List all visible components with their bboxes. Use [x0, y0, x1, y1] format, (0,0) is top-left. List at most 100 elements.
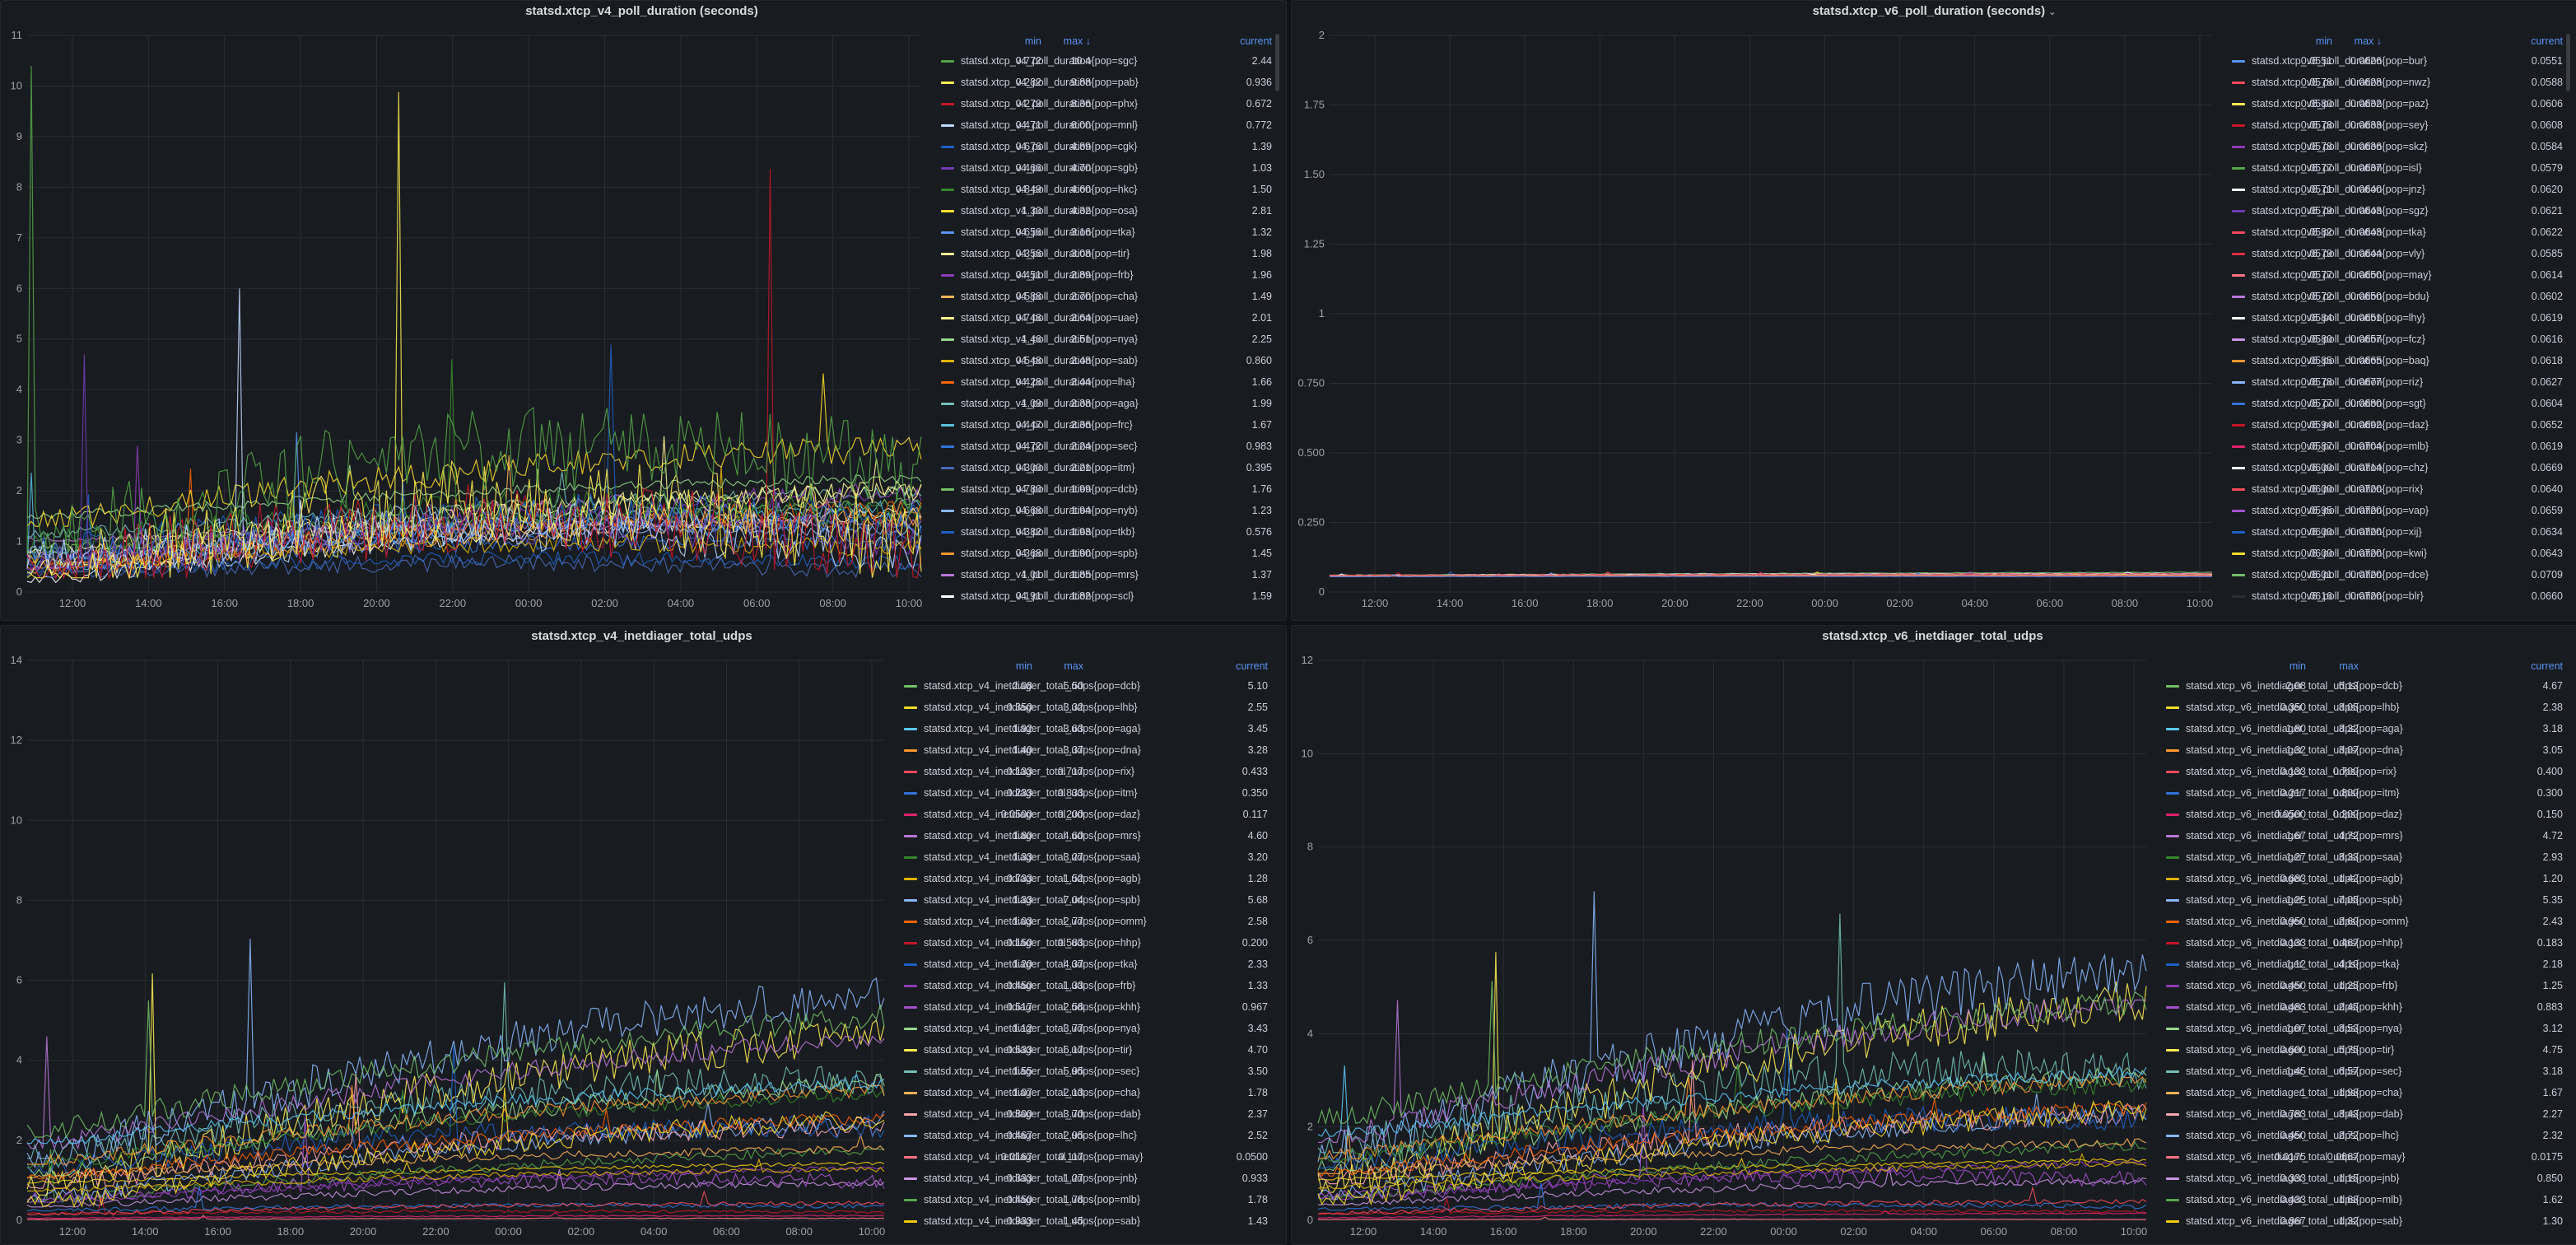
- series-line[interactable]: [26, 464, 922, 520]
- legend-item[interactable]: statsd.xtcp_v4_inetdiager_total_udps{pop…: [894, 1018, 1273, 1039]
- legend-item[interactable]: statsd.xtcp_v6_inetdiager_total_udps{pop…: [2156, 1082, 2568, 1103]
- series-line[interactable]: [26, 1190, 885, 1216]
- legend-item[interactable]: statsd.xtcp_v6_poll_duration{pop=nwz} 0.0…: [2222, 72, 2568, 93]
- legend-item[interactable]: statsd.xtcp_v6_poll_duration{pop=vap} 0.0…: [2222, 500, 2568, 521]
- legend-item[interactable]: statsd.xtcp_v6_inetdiager_total_udps{pop…: [2156, 825, 2568, 846]
- legend-item[interactable]: statsd.xtcp_v6_inetdiager_total_udps{pop…: [2156, 889, 2568, 911]
- series-line[interactable]: [26, 1187, 885, 1212]
- series-line[interactable]: [1317, 1098, 2147, 1177]
- legend-item[interactable]: statsd.xtcp_v6_poll_duration{pop=fcz} 0.0…: [2222, 329, 2568, 350]
- legend-item[interactable]: statsd.xtcp_v4_poll_duration{pop=sab} 0.5…: [931, 350, 1277, 371]
- legend-item[interactable]: statsd.xtcp_v4_inetdiager_total_udps{pop…: [894, 761, 1273, 782]
- legend-item[interactable]: statsd.xtcp_v6_poll_duration{pop=may} 0.0…: [2222, 264, 2568, 286]
- legend-item[interactable]: statsd.xtcp_v6_poll_duration{pop=riz} 0.0…: [2222, 371, 2568, 393]
- legend-item[interactable]: statsd.xtcp_v4_inetdiager_total_udps{pop…: [894, 889, 1273, 911]
- legend-item[interactable]: statsd.xtcp_v6_poll_duration{pop=daz} 0.0…: [2222, 414, 2568, 436]
- series-line[interactable]: [26, 1035, 885, 1150]
- legend-item[interactable]: statsd.xtcp_v6_poll_duration{pop=blr} 0.0…: [2222, 585, 2568, 607]
- panel-title[interactable]: statsd.xtcp_v6_poll_duration (seconds) ⌄: [1292, 4, 2576, 19]
- legend-item[interactable]: statsd.xtcp_v4_poll_duration{pop=dcb} 0.7…: [931, 478, 1277, 500]
- legend-item[interactable]: statsd.xtcp_v4_poll_duration{pop=frb} 0.4…: [931, 264, 1277, 286]
- legend-item[interactable]: statsd.xtcp_v6_inetdiager_total_udps{pop…: [2156, 1061, 2568, 1082]
- legend-item[interactable]: statsd.xtcp_v6_inetdiager_total_udps{pop…: [2156, 911, 2568, 932]
- series-line[interactable]: [26, 1215, 885, 1220]
- legend-item[interactable]: statsd.xtcp_v4_inetdiager_total_udps{pop…: [894, 996, 1273, 1018]
- series-line[interactable]: [27, 1133, 885, 1178]
- series-line[interactable]: [1317, 952, 2147, 1195]
- legend-item[interactable]: statsd.xtcp_v6_inetdiager_total_udps{pop…: [2156, 1210, 2568, 1232]
- series-line[interactable]: [1317, 1140, 2147, 1201]
- legend-item[interactable]: statsd.xtcp_v6_poll_duration{pop=sey} 0.0…: [2222, 114, 2568, 136]
- legend-item[interactable]: statsd.xtcp_v4_poll_duration{pop=tir} 0.3…: [931, 243, 1277, 264]
- legend-item[interactable]: statsd.xtcp_v4_inetdiager_total_udps{pop…: [894, 739, 1273, 761]
- series-line[interactable]: [26, 1117, 885, 1201]
- legend-item[interactable]: statsd.xtcp_v6_inetdiager_total_udps{pop…: [2156, 1018, 2568, 1039]
- series-line[interactable]: [1318, 1210, 2147, 1219]
- series-line[interactable]: [27, 1158, 885, 1192]
- series-line[interactable]: [1317, 1078, 2147, 1206]
- series-line[interactable]: [1318, 1196, 2147, 1215]
- legend-item[interactable]: statsd.xtcp_v6_poll_duration{pop=sgt} 0.0…: [2222, 393, 2568, 414]
- legend-header-min[interactable]: min: [1015, 660, 1032, 672]
- panel-title[interactable]: statsd.xtcp_v4_poll_duration (seconds): [1, 4, 1286, 19]
- series-line[interactable]: [1318, 1028, 2147, 1169]
- legend-item[interactable]: statsd.xtcp_v6_inetdiager_total_udps{pop…: [2156, 932, 2568, 954]
- legend-item[interactable]: statsd.xtcp_v6_inetdiager_total_udps{pop…: [2156, 1039, 2568, 1061]
- series-line[interactable]: [1317, 1127, 2147, 1175]
- legend-item[interactable]: statsd.xtcp_v4_inetdiager_total_udps{pop…: [894, 1103, 1273, 1125]
- legend-item[interactable]: statsd.xtcp_v4_inetdiager_total_udps{pop…: [894, 1210, 1273, 1232]
- legend-item[interactable]: statsd.xtcp_v6_inetdiager_total_udps{pop…: [2156, 975, 2568, 996]
- series-line[interactable]: [1317, 1075, 2147, 1160]
- legend-item[interactable]: statsd.xtcp_v6_inetdiager_total_udps{pop…: [2156, 782, 2568, 804]
- legend-item[interactable]: statsd.xtcp_v4_inetdiager_total_udps{pop…: [894, 804, 1273, 825]
- legend-item[interactable]: statsd.xtcp_v6_inetdiager_total_udps{pop…: [2156, 739, 2568, 761]
- legend-item[interactable]: statsd.xtcp_v4_inetdiager_total_udps{pop…: [894, 718, 1273, 739]
- series-line[interactable]: [26, 431, 922, 561]
- legend-header-current[interactable]: current: [1236, 660, 1268, 672]
- series-line[interactable]: [26, 65, 922, 553]
- legend-item[interactable]: statsd.xtcp_v6_poll_duration{pop=baq} 0.0…: [2222, 350, 2568, 371]
- series-line[interactable]: [26, 1211, 885, 1219]
- series-line[interactable]: [1317, 891, 2147, 1163]
- legend-item[interactable]: statsd.xtcp_v4_poll_duration{pop=sec} 0.4…: [931, 436, 1277, 457]
- legend-item[interactable]: statsd.xtcp_v6_poll_duration{pop=vly} 0.0…: [2222, 243, 2568, 264]
- legend-item[interactable]: statsd.xtcp_v4_inetdiager_total_udps{pop…: [894, 954, 1273, 975]
- legend-item[interactable]: statsd.xtcp_v4_inetdiager_total_udps{pop…: [894, 868, 1273, 889]
- series-line[interactable]: [27, 1148, 885, 1204]
- legend-item[interactable]: statsd.xtcp_v4_inetdiager_total_udps{pop…: [894, 1061, 1273, 1082]
- panel-title[interactable]: statsd.xtcp_v6_inetdiager_total_udps: [1292, 629, 2576, 644]
- legend-item[interactable]: statsd.xtcp_v6_inetdiager_total_udps{pop…: [2156, 996, 2568, 1018]
- legend-item[interactable]: statsd.xtcp_v4_poll_duration{pop=phx} 0.2…: [931, 93, 1277, 114]
- series-line[interactable]: [1317, 981, 2147, 1126]
- legend-item[interactable]: statsd.xtcp_v4_poll_duration{pop=tka} 0.6…: [931, 221, 1277, 243]
- legend-item[interactable]: statsd.xtcp_v6_poll_duration{pop=paz} 0.0…: [2222, 93, 2568, 114]
- legend-item[interactable]: statsd.xtcp_v4_poll_duration{pop=sgb} 0.4…: [931, 157, 1277, 179]
- legend-item[interactable]: statsd.xtcp_v6_inetdiager_total_udps{pop…: [2156, 697, 2568, 718]
- legend-item[interactable]: statsd.xtcp_v6_inetdiager_total_udps{pop…: [2156, 1125, 2568, 1146]
- chevron-down-icon[interactable]: ⌄: [2048, 7, 2057, 17]
- legend-item[interactable]: statsd.xtcp_v6_poll_duration{pop=isl} 0.0…: [2222, 157, 2568, 179]
- legend-header-max[interactable]: max: [2339, 660, 2359, 672]
- legend-item[interactable]: statsd.xtcp_v4_poll_duration{pop=osa} 1.3…: [931, 200, 1277, 221]
- series-line[interactable]: [26, 1169, 885, 1208]
- legend-item[interactable]: statsd.xtcp_v4_inetdiager_total_udps{pop…: [894, 1125, 1273, 1146]
- legend-item[interactable]: statsd.xtcp_v4_inetdiager_total_udps{pop…: [894, 846, 1273, 868]
- legend-item[interactable]: statsd.xtcp_v4_poll_duration{pop=cha} 0.5…: [931, 286, 1277, 307]
- legend-item[interactable]: statsd.xtcp_v4_inetdiager_total_udps{pop…: [894, 697, 1273, 718]
- legend-item[interactable]: statsd.xtcp_v6_poll_duration{pop=sgz} 0.0…: [2222, 200, 2568, 221]
- legend-header-max[interactable]: max ↓: [1063, 35, 1091, 47]
- legend-item[interactable]: statsd.xtcp_v4_poll_duration{pop=hkc} 0.8…: [931, 179, 1277, 200]
- series-line[interactable]: [26, 91, 922, 581]
- legend-item[interactable]: statsd.xtcp_v4_poll_duration{pop=mnl} 0.4…: [931, 114, 1277, 136]
- panel-title[interactable]: statsd.xtcp_v4_inetdiager_total_udps: [1, 629, 1286, 644]
- legend-header-max[interactable]: max ↓: [2354, 35, 2382, 47]
- legend-header-min[interactable]: min: [2315, 35, 2332, 47]
- legend-item[interactable]: statsd.xtcp_v6_poll_duration{pop=kwi} 0.0…: [2222, 543, 2568, 564]
- series-line[interactable]: [1317, 1185, 2147, 1215]
- legend-item[interactable]: statsd.xtcp_v6_poll_duration{pop=tka} 0.0…: [2222, 221, 2568, 243]
- legend-item[interactable]: statsd.xtcp_v6_poll_duration{pop=lhy} 0.0…: [2222, 307, 2568, 329]
- legend-item[interactable]: statsd.xtcp_v6_inetdiager_total_udps{pop…: [2156, 846, 2568, 868]
- legend-item[interactable]: statsd.xtcp_v4_inetdiager_total_udps{pop…: [894, 1146, 1273, 1168]
- legend-item[interactable]: statsd.xtcp_v4_poll_duration{pop=nya} 1.4…: [931, 329, 1277, 350]
- legend-item[interactable]: statsd.xtcp_v6_poll_duration{pop=bdu} 0.0…: [2222, 286, 2568, 307]
